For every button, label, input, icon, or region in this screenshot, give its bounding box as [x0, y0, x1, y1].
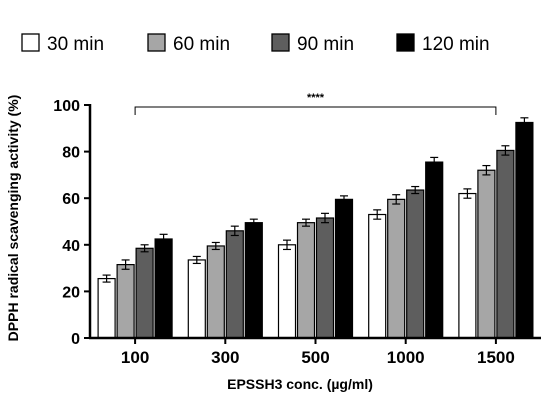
y-tick-label: 100 — [53, 98, 80, 115]
y-tick-label: 60 — [62, 191, 80, 208]
bar-300-3 — [244, 222, 263, 339]
bar-1500-3 — [515, 121, 534, 339]
y-axis: 0 20 40 60 80 100 — [53, 98, 92, 348]
y-axis-label: DPPH radical scavenging activity (%) — [5, 95, 21, 342]
x-tick-label: 100 — [121, 348, 149, 367]
x-tick-label: 300 — [211, 348, 239, 367]
legend-label-2: 90 min — [297, 34, 354, 55]
bar-500-2 — [315, 217, 335, 339]
bar-1500-1 — [477, 169, 496, 339]
legend-swatch-2 — [271, 33, 290, 52]
x-tick-label: 1500 — [477, 348, 515, 367]
legend-label-1: 60 min — [173, 34, 230, 55]
legend-swatch-1 — [147, 33, 166, 52]
bar-100-1 — [116, 264, 135, 339]
bar-1500-0 — [458, 192, 477, 339]
significance-line — [134, 106, 497, 115]
bar-100-0 — [97, 277, 116, 339]
legend-swatch-3 — [396, 33, 415, 52]
bar-100-2 — [135, 247, 154, 339]
bar-300-1 — [206, 245, 225, 339]
significance-bracket: **** — [134, 92, 497, 115]
bar-1000-3 — [425, 161, 444, 339]
bar-500-3 — [334, 198, 354, 339]
bar-100-3 — [154, 238, 173, 339]
x-tick-label: 500 — [301, 348, 329, 367]
legend-swatch-0 — [21, 33, 40, 52]
x-tick-label: 1000 — [387, 348, 425, 367]
y-tick-label: 80 — [62, 145, 80, 162]
legend-label-3: 120 min — [422, 34, 490, 55]
bars — [97, 117, 534, 339]
bar-300-2 — [225, 230, 244, 339]
y-tick-label: 40 — [62, 238, 80, 255]
bar-500-0 — [277, 244, 297, 339]
legend: 30 min 60 min 90 min 120 min — [21, 33, 490, 55]
bar-1000-2 — [406, 189, 425, 339]
y-tick-label: 0 — [71, 331, 80, 348]
significance-label: **** — [307, 92, 325, 104]
x-axis-label: EPSSH3 conc. (µg/ml) — [227, 376, 373, 392]
bar-1000-1 — [387, 198, 406, 339]
legend-label-0: 30 min — [47, 34, 104, 55]
bar-1000-0 — [368, 213, 387, 339]
bar-500-1 — [296, 222, 316, 339]
bar-1500-2 — [496, 149, 515, 339]
x-axis: 100 300 500 1000 1500 — [89, 336, 541, 367]
bar-300-0 — [187, 259, 206, 339]
y-tick-label: 20 — [62, 284, 80, 301]
